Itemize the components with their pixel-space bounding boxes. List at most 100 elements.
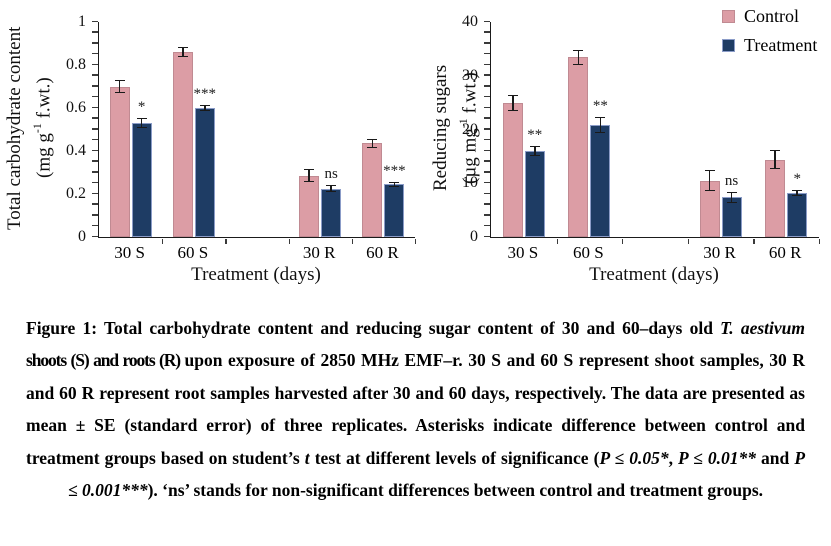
y-minor-tick: [92, 42, 98, 44]
control-bar: [172, 52, 193, 237]
error-bar: [792, 189, 803, 197]
y-tick-label: 1: [78, 13, 86, 30]
y-minor-tick: [92, 74, 98, 76]
y-minor-tick: [92, 117, 98, 119]
y-minor-tick: [92, 160, 98, 162]
legend-swatch-control: [722, 10, 735, 23]
y-axis-title: Total carbohydrate content (mg g-1 f.wt.…: [4, 4, 55, 252]
error-bar: [367, 139, 378, 148]
control-bar: [568, 57, 589, 237]
y-tick-label: 10: [462, 174, 478, 192]
treatment-bar: [590, 124, 611, 237]
y-minor-tick: [484, 171, 490, 173]
caption-text-6: ). ‘ns’ stands for non-significant diffe…: [147, 480, 763, 501]
x-axis-tick: [753, 238, 755, 244]
y-minor-tick: [92, 138, 98, 141]
significance-label: ***: [383, 162, 406, 179]
x-axis-tick: [351, 238, 354, 244]
x-category-label: 30 S: [507, 243, 539, 262]
y-minor-tick: [92, 235, 98, 237]
x-axis-tick: [288, 238, 290, 244]
x-axis-category-labels: 30 S 60 S 30 R 60 R: [98, 241, 414, 263]
caption-p001-italic: P ≤ 0.01**: [678, 447, 756, 468]
caption-p0001-italic: P ≤ 0.001***: [67, 447, 806, 501]
figure-caption: Figure 1: Total carbohydrate content and…: [0, 312, 831, 506]
y-minor-tick: [484, 20, 490, 22]
x-axis-tick: [225, 238, 227, 244]
y-axis-tick-labels: 0 10 20 30 40: [444, 13, 484, 245]
y-minor-tick: [92, 31, 98, 33]
chart-total-carbohydrate: Total carbohydrate content (mg g-1 f.wt.…: [0, 0, 420, 305]
x-category-label: 30 R: [703, 243, 736, 262]
y-tick-label: 0: [78, 228, 86, 245]
x-category-label: 60 R: [768, 243, 802, 262]
x-axis-tick: [819, 238, 821, 244]
control-bar: [299, 175, 320, 237]
treatment-bar: [131, 123, 152, 237]
error-bar: [326, 185, 337, 192]
plot-area: * *** ns ***: [92, 20, 417, 244]
chart-reducing-sugars: Reducing sugars (µg mg-1 f.wt.) 0 10 20 30 4…: [420, 0, 831, 305]
caption-text-1: Figure 1: Total carbohydrate content and…: [26, 318, 721, 338]
y-minor-tick: [484, 95, 490, 98]
caption-text-2: upon exposure of 2850 MHz EMF–r. 30 S an…: [26, 350, 806, 468]
y-minor-tick: [92, 192, 98, 194]
error-bar: [529, 146, 540, 156]
legend-label-treatment: Treatment: [744, 35, 818, 55]
y-minor-tick: [484, 181, 490, 184]
y-axis-title-line1: Total carbohydrate content: [4, 26, 25, 230]
y-tick-label: 0.4: [66, 142, 86, 159]
y-minor-tick: [92, 63, 98, 65]
legend: Control Treatment: [722, 6, 817, 64]
y-tick-label: 30: [462, 66, 478, 84]
error-bar: [136, 117, 147, 129]
caption-ttest-italic: t: [304, 447, 310, 468]
error-bar: [199, 104, 210, 112]
x-axis-title: Treatment (days): [589, 264, 719, 285]
y-minor-tick: [92, 95, 98, 98]
legend-swatch-treatment: [722, 39, 735, 52]
y-minor-tick: [92, 128, 98, 130]
control-bar: [502, 102, 523, 237]
y-minor-tick: [484, 31, 490, 33]
y-minor-tick: [484, 42, 490, 44]
y-minor-tick: [484, 203, 490, 205]
treatment-bar: [787, 192, 808, 237]
error-bar: [389, 181, 400, 187]
significance-label: **: [592, 97, 608, 114]
error-bar: [304, 169, 315, 183]
x-axis-category-labels: 30 S 60 S 30 R 60 R: [490, 241, 818, 263]
caption-text-5: and: [755, 447, 795, 468]
y-minor-tick: [92, 181, 98, 184]
significance-label: **: [527, 127, 543, 144]
x-axis-tick: [687, 238, 690, 244]
x-category-label: 60 R: [366, 243, 399, 262]
y-minor-tick: [92, 224, 98, 227]
x-category-label: 30 R: [302, 243, 336, 262]
treatment-bar: [194, 108, 215, 237]
error-bar: [770, 149, 781, 170]
y-minor-tick: [484, 85, 490, 87]
x-category-label: 30 S: [114, 243, 145, 262]
y-minor-tick: [484, 63, 490, 65]
y-axis-tick-labels: 0 0.2 0.4 0.6 0.8 1: [50, 13, 92, 245]
y-axis-unit-exponent: -1: [30, 123, 44, 134]
y-minor-tick: [92, 52, 98, 55]
treatment-bar: [524, 151, 545, 237]
x-axis-tick: [556, 238, 558, 244]
caption-species-italic: T. aestivum: [720, 318, 805, 338]
x-category-label: 60 S: [573, 243, 604, 262]
x-axis-tick: [415, 238, 417, 244]
caption-text-condensed: shoots (S) and roots (R): [26, 350, 185, 371]
y-minor-tick: [92, 149, 98, 151]
y-minor-tick: [484, 106, 490, 108]
y-minor-tick: [92, 214, 98, 216]
significance-label: ns: [324, 166, 338, 183]
y-minor-tick: [484, 192, 490, 194]
y-minor-tick: [92, 171, 98, 173]
y-tick-label: 40: [462, 13, 478, 30]
y-minor-tick: [484, 224, 490, 227]
control-bar: [765, 159, 786, 237]
control-bar: [109, 86, 130, 237]
